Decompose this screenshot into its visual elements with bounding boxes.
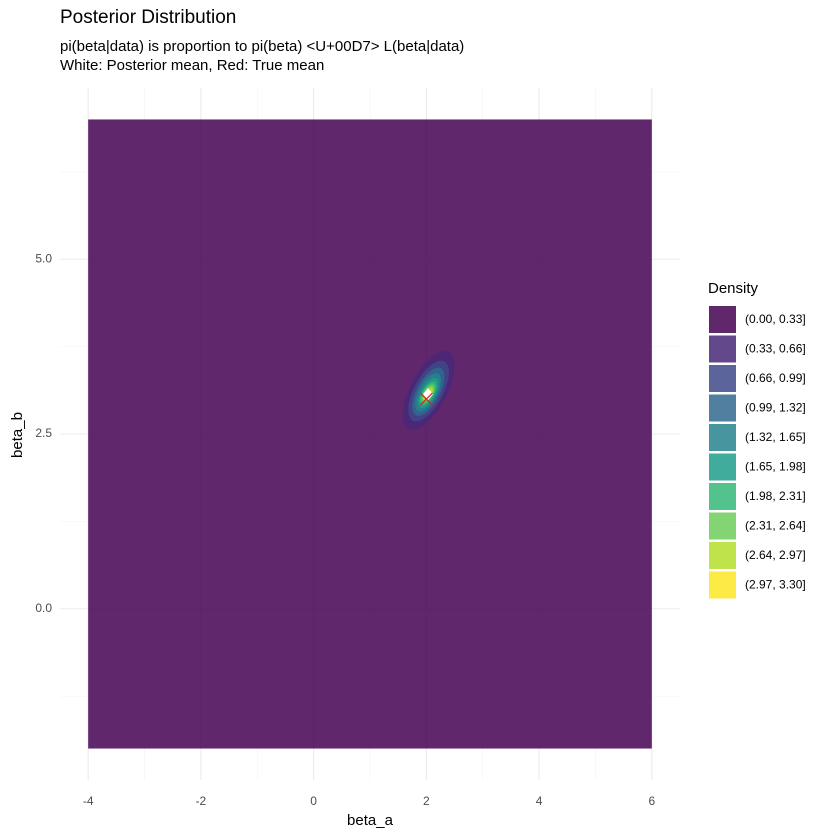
legend-key bbox=[709, 542, 736, 569]
legend-key bbox=[709, 335, 736, 363]
legend-key bbox=[709, 424, 736, 451]
legend-label: (1.32, 1.65] bbox=[745, 430, 806, 444]
y-axis-label: beta_b bbox=[9, 412, 26, 458]
x-tick-label: -2 bbox=[196, 794, 207, 808]
legend-label: (2.97, 3.30] bbox=[745, 578, 806, 592]
y-tick-label: 0.0 bbox=[35, 601, 52, 615]
legend-label: (0.66, 0.99] bbox=[745, 371, 806, 385]
x-axis-label: beta_a bbox=[347, 812, 394, 829]
chart-subtitle: White: Posterior mean, Red: True mean bbox=[60, 57, 324, 74]
legend-title: Density bbox=[708, 280, 759, 297]
legend-key bbox=[709, 453, 736, 481]
legend-label: (2.31, 2.64] bbox=[745, 519, 806, 533]
true-mean bbox=[419, 392, 433, 406]
x-tick-label: 4 bbox=[536, 794, 543, 808]
legend-label: (1.65, 1.98] bbox=[745, 460, 806, 474]
legend-key bbox=[709, 306, 736, 333]
chart-title: Posterior Distribution bbox=[60, 7, 236, 28]
x-tick-label: 6 bbox=[648, 794, 655, 808]
legend-label: (2.64, 2.97] bbox=[745, 548, 806, 562]
legend-label: (0.00, 0.33] bbox=[745, 312, 806, 326]
legend-label: (0.99, 1.32] bbox=[745, 401, 806, 415]
x-tick-label: 2 bbox=[423, 794, 430, 808]
y-tick-label: 5.0 bbox=[35, 251, 52, 265]
contour-band bbox=[88, 119, 652, 749]
legend-key bbox=[709, 512, 736, 540]
legend-key bbox=[709, 571, 736, 599]
y-tick-label: 2.5 bbox=[35, 426, 52, 440]
legend-label: (1.98, 2.31] bbox=[745, 489, 806, 503]
posterior-mean bbox=[423, 388, 434, 401]
legend-key bbox=[709, 394, 736, 422]
chart-subtitle: pi(beta|data) is proportion to pi(beta) … bbox=[60, 38, 464, 55]
legend-key bbox=[709, 365, 736, 392]
legend-key bbox=[709, 483, 736, 510]
x-tick-label: -4 bbox=[83, 794, 94, 808]
legend-label: (0.33, 0.66] bbox=[745, 342, 806, 356]
x-tick-label: 0 bbox=[310, 794, 317, 808]
